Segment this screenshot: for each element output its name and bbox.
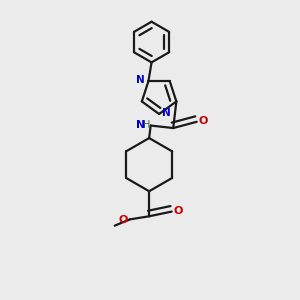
Text: N: N — [162, 108, 170, 118]
Text: H: H — [143, 120, 150, 130]
Text: O: O — [118, 215, 128, 225]
Text: N: N — [136, 120, 145, 130]
Text: O: O — [174, 206, 183, 216]
Text: N: N — [136, 75, 145, 85]
Text: O: O — [198, 116, 208, 126]
